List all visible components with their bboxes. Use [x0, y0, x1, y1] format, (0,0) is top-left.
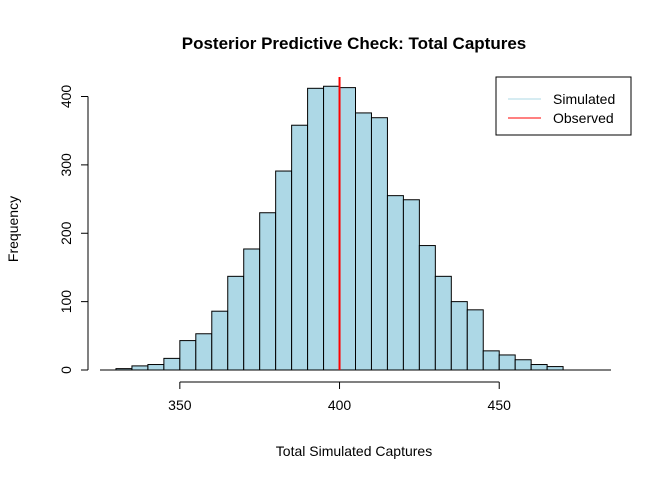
histogram-bar-10 — [275, 170, 293, 371]
histogram-bar-18 — [402, 199, 420, 371]
histogram-bar-16 — [370, 117, 388, 371]
histogram-bar-12 — [307, 87, 325, 371]
histogram-bar-4 — [179, 340, 197, 371]
y-axis: 0 100 200 300 400 — [58, 85, 89, 374]
histogram-bar-14 — [339, 87, 356, 371]
histogram-bar-9 — [259, 212, 277, 371]
histogram-bar-20 — [434, 275, 452, 371]
histogram-bar-15 — [355, 112, 372, 371]
histogram-bar-22 — [466, 309, 484, 371]
y-tick-label-2: 200 — [58, 221, 74, 245]
histogram-bar-24 — [498, 354, 516, 371]
x-axis-label: Total Simulated Captures — [276, 443, 432, 459]
histogram-bar-21 — [450, 301, 468, 371]
histogram-bar-7 — [227, 275, 245, 371]
y-tick-label-0: 0 — [58, 366, 74, 374]
x-tick-label-2: 450 — [488, 397, 512, 413]
histogram-bar-2 — [147, 364, 165, 371]
x-tick-label-1: 400 — [328, 397, 352, 413]
histogram-bar-6 — [211, 310, 229, 371]
histogram-bar-23 — [482, 350, 500, 371]
histogram-bar-27 — [546, 366, 564, 371]
histogram-bar-19 — [418, 245, 436, 371]
y-tick-label-1: 100 — [58, 290, 74, 314]
legend: Simulated Observed — [495, 76, 632, 136]
histogram-bar-5 — [195, 333, 213, 371]
histogram-bar-3 — [163, 357, 181, 371]
histogram-bars — [100, 85, 611, 371]
histogram-bar-11 — [291, 124, 309, 371]
chart-title: Posterior Predictive Check: Total Captur… — [182, 34, 527, 53]
histogram-bar-1 — [131, 365, 149, 371]
histogram-bar-8 — [243, 248, 261, 371]
y-tick-label-4: 400 — [58, 85, 74, 109]
histogram-bar-26 — [530, 364, 548, 371]
legend-label-1: Observed — [553, 110, 614, 126]
x-tick-label-0: 350 — [168, 397, 192, 413]
x-axis: 350 400 450 — [168, 381, 512, 413]
y-tick-label-3: 300 — [58, 153, 74, 177]
y-axis-label: Frequency — [5, 196, 21, 262]
legend-box — [495, 76, 632, 136]
legend-label-0: Simulated — [553, 91, 615, 107]
histogram-bar-25 — [514, 359, 532, 371]
histogram-bar-13 — [323, 85, 341, 371]
histogram-bar-17 — [386, 195, 404, 371]
